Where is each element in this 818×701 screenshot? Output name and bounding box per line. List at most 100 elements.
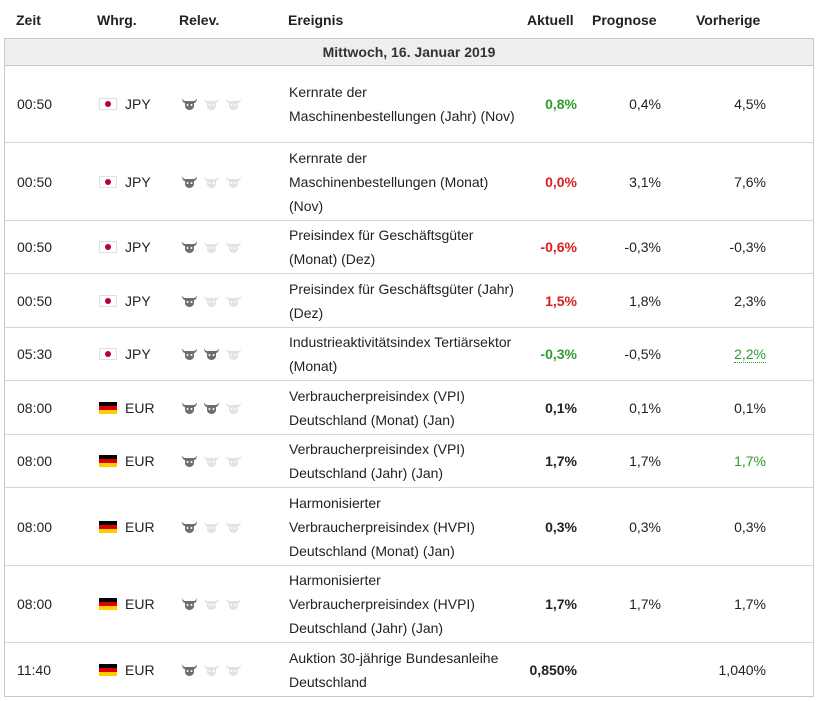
bull-icon (181, 520, 198, 534)
event-currency: JPY (99, 221, 151, 273)
previous-value: 1,040% (685, 643, 766, 696)
event-name[interactable]: Kernrate der Maschinenbestellungen (Mona… (289, 149, 489, 214)
event-time: 05:30 (17, 346, 53, 362)
currency-code: EUR (125, 399, 155, 416)
previous-value: 2,2% (685, 328, 766, 380)
bull-icon (181, 175, 198, 189)
event-name[interactable]: Kernrate der Maschinenbestellungen (Jahr… (289, 84, 515, 124)
jp-flag-icon (99, 98, 117, 110)
bull-icon (225, 294, 242, 308)
bull-icon (203, 454, 220, 468)
event-time: 08:00 (17, 399, 53, 416)
header-event[interactable]: Ereignis (288, 12, 344, 28)
bull-icon (181, 401, 198, 415)
table-row[interactable]: 08:00 EUR Verbraucherpreisindex (VPI) Deut… (5, 381, 813, 435)
event-time: 08:00 (17, 596, 53, 612)
event-time: 00:50 (17, 96, 53, 112)
de-flag-icon (99, 455, 117, 467)
revised-previous-value[interactable]: 2,2% (734, 345, 766, 363)
bull-icon (181, 294, 198, 308)
table-row[interactable]: 00:50 JPY Preisindex für Geschäftsgüter (M… (5, 221, 813, 274)
table-row[interactable]: 08:00 EUR Verbraucherpreisindex (VPI) Deut… (5, 435, 813, 488)
previous-value-text: 2,3% (734, 292, 766, 309)
bull-icon (225, 240, 242, 254)
table-row[interactable]: 11:40 EUR Auktion 30-jährige Bundesanleihe… (5, 643, 813, 696)
event-rows: 00:50 JPY Kernrate der Maschinenbestellung… (4, 66, 814, 697)
de-flag-icon (99, 401, 117, 414)
event-name[interactable]: Auktion 30-jährige Bundesanleihe Deutsch… (289, 649, 499, 690)
currency-code: JPY (125, 96, 151, 112)
event-currency: JPY (99, 66, 151, 142)
table-header: Zeit Whrg. Relev. Ereignis Aktuell Progn… (4, 0, 814, 38)
event-currency: EUR (99, 643, 155, 696)
previous-value: -0,3% (685, 221, 766, 273)
relevance-rating (181, 488, 242, 565)
de-flag-icon (99, 663, 117, 676)
forecast-value: 1,8% (629, 292, 661, 309)
table-row[interactable]: 00:50 JPY Preisindex für Geschäftsgüter (J… (5, 274, 813, 328)
table-row[interactable]: 00:50 JPY Kernrate der Maschinenbestellung… (5, 143, 813, 221)
currency-code: JPY (125, 239, 151, 255)
event-time: 00:50 (17, 292, 53, 309)
table-row[interactable]: 08:00 EUR Harmonisierter Verbraucherpreisi… (5, 488, 813, 566)
event-currency: JPY (99, 274, 151, 327)
relevance-rating (181, 221, 242, 273)
jp-flag-icon (99, 348, 117, 360)
economic-calendar-table: Zeit Whrg. Relev. Ereignis Aktuell Progn… (4, 0, 814, 697)
previous-value-text: 0,1% (734, 399, 766, 416)
event-name[interactable]: Industrieaktivitätsindex Tertiärsektor (… (289, 334, 512, 374)
previous-value-text: 1,040% (718, 661, 766, 678)
header-previous[interactable]: Vorherige (696, 12, 761, 28)
event-name[interactable]: Harmonisierter Verbraucherpreisindex (HV… (289, 494, 475, 559)
bull-icon (203, 347, 220, 361)
table-row[interactable]: 05:30 JPY Industrieaktivitätsindex Tertiär… (5, 328, 813, 381)
actual-value: 1,7% (545, 596, 577, 612)
bull-icon (203, 597, 220, 611)
header-forecast[interactable]: Prognose (592, 12, 657, 28)
table-row[interactable]: 00:50 JPY Kernrate der Maschinenbestellung… (5, 66, 813, 143)
actual-value: 1,5% (545, 292, 577, 309)
previous-value-text: 4,5% (734, 96, 766, 112)
previous-value: 2,3% (685, 274, 766, 327)
bull-icon (181, 597, 198, 611)
jp-flag-icon (99, 241, 117, 253)
forecast-value: 0,1% (629, 399, 661, 416)
table-row[interactable]: 08:00 EUR Harmonisierter Verbraucherpreisi… (5, 566, 813, 643)
currency-code: EUR (125, 453, 155, 469)
actual-value: 0,850% (529, 661, 577, 678)
event-name[interactable]: Verbraucherpreisindex (VPI) Deutschland … (289, 441, 465, 481)
forecast-value: 0,4% (629, 96, 661, 112)
bull-icon (225, 454, 242, 468)
bull-icon (203, 401, 220, 415)
forecast-value: -0,5% (624, 346, 661, 362)
relevance-rating (181, 143, 242, 220)
bull-icon (225, 175, 242, 189)
actual-value: 0,3% (545, 518, 577, 535)
event-name[interactable]: Preisindex für Geschäftsgüter (Monat) (D… (289, 227, 474, 267)
header-relevance[interactable]: Relev. (179, 12, 220, 28)
event-name[interactable]: Preisindex für Geschäftsgüter (Jahr) (De… (289, 280, 514, 321)
header-currency[interactable]: Whrg. (97, 12, 137, 28)
event-time: 00:50 (17, 239, 53, 255)
currency-code: JPY (125, 292, 151, 309)
event-name[interactable]: Harmonisierter Verbraucherpreisindex (HV… (289, 572, 475, 636)
event-name[interactable]: Verbraucherpreisindex (VPI) Deutschland … (289, 387, 465, 428)
bull-icon (225, 347, 242, 361)
event-time: 00:50 (17, 173, 53, 190)
event-currency: JPY (99, 143, 151, 220)
forecast-value: 1,7% (629, 596, 661, 612)
forecast-value: 3,1% (629, 173, 661, 190)
header-actual[interactable]: Aktuell (527, 12, 574, 28)
event-currency: EUR (99, 488, 155, 565)
event-time: 08:00 (17, 453, 53, 469)
forecast-value: 0,3% (629, 518, 661, 535)
header-time[interactable]: Zeit (16, 12, 41, 28)
bull-icon (203, 663, 220, 677)
actual-value: 0,1% (545, 399, 577, 416)
previous-value: 1,7% (685, 435, 766, 487)
currency-code: EUR (125, 596, 155, 612)
actual-value: 0,0% (545, 173, 577, 190)
event-time: 08:00 (17, 518, 53, 535)
bull-icon (203, 175, 220, 189)
currency-code: JPY (125, 173, 151, 190)
